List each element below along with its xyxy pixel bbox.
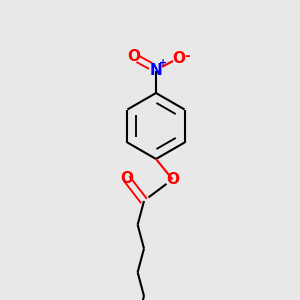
Text: -: - <box>184 49 190 62</box>
Text: O: O <box>166 172 179 187</box>
Text: N: N <box>150 63 162 78</box>
Text: O: O <box>127 49 140 64</box>
Text: +: + <box>158 58 167 68</box>
Text: O: O <box>172 51 185 66</box>
Text: O: O <box>120 171 133 186</box>
